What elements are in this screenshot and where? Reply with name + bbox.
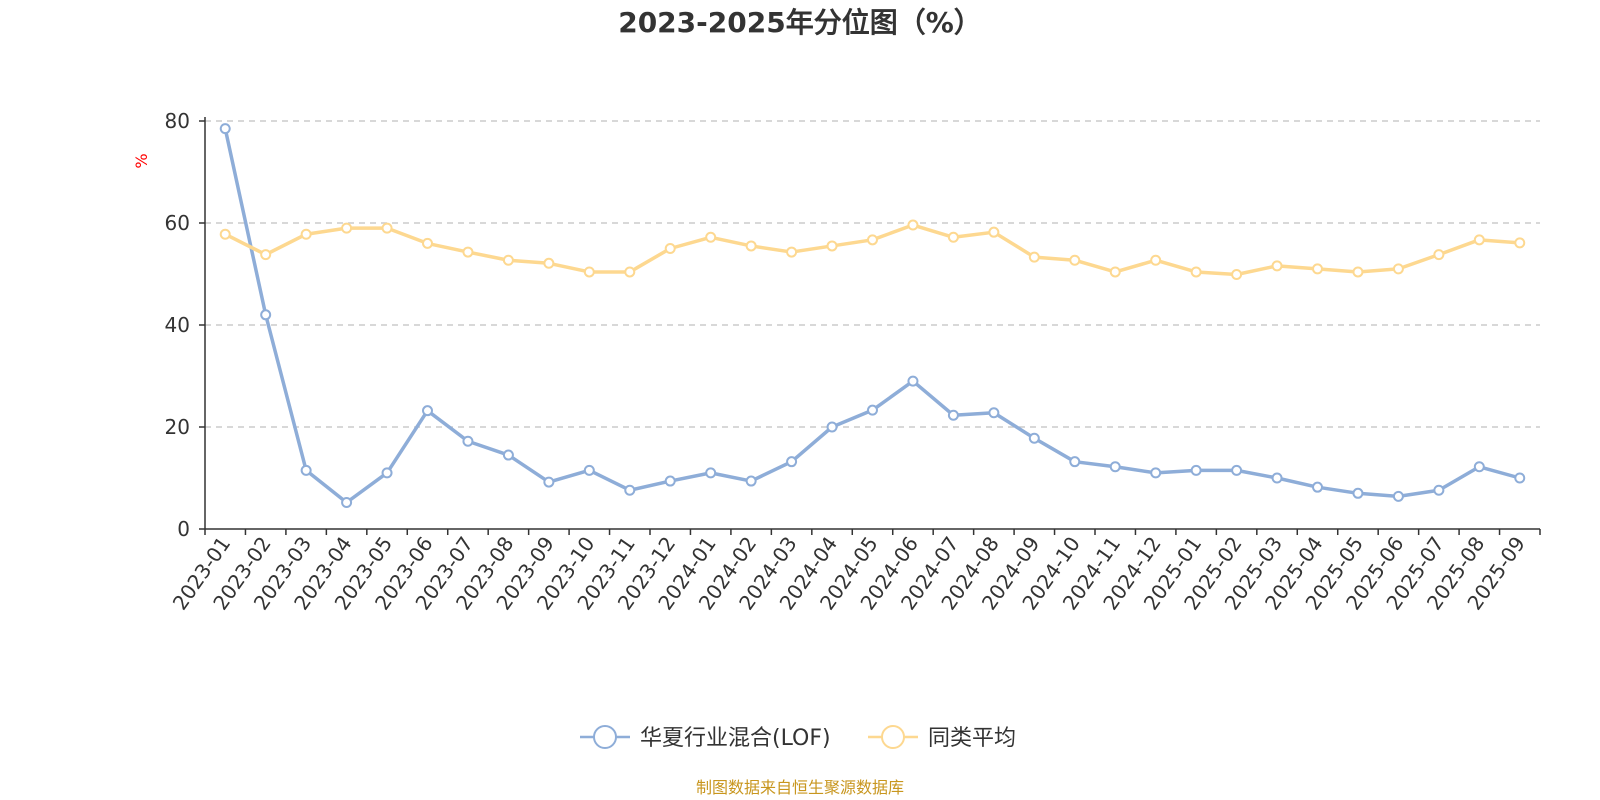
data-point[interactable] <box>664 243 676 254</box>
legend-label: 同类平均 <box>928 726 1016 751</box>
data-point[interactable] <box>260 309 272 321</box>
data-point[interactable] <box>1109 266 1121 278</box>
data-point[interactable] <box>867 404 878 416</box>
data-point[interactable] <box>1392 263 1404 275</box>
data-point[interactable] <box>988 407 1000 419</box>
data-point[interactable] <box>1312 481 1323 493</box>
data-point[interactable] <box>543 257 555 269</box>
data-point[interactable] <box>1028 432 1040 444</box>
data-point[interactable] <box>867 234 878 246</box>
data-point[interactable] <box>907 219 919 231</box>
legend-item-1[interactable]: 同类平均 <box>868 725 1016 751</box>
data-point[interactable] <box>624 484 636 496</box>
data-point[interactable] <box>219 123 231 135</box>
series-line-1 <box>224 223 1520 277</box>
data-point[interactable] <box>422 237 433 249</box>
data-point[interactable] <box>745 240 757 252</box>
data-point[interactable] <box>826 240 838 252</box>
y-tick-label: 40 <box>165 313 190 337</box>
data-point[interactable] <box>300 228 312 240</box>
data-point[interactable] <box>381 222 393 234</box>
data-point[interactable] <box>705 467 717 479</box>
data-point[interactable] <box>907 375 919 387</box>
data-point[interactable] <box>260 249 272 261</box>
data-point[interactable] <box>826 421 838 433</box>
y-tick-label: 0 <box>177 517 190 541</box>
data-point[interactable] <box>1352 487 1364 499</box>
source-note: 制图数据来自恒生聚源数据库 <box>696 778 904 797</box>
data-point[interactable] <box>1433 249 1445 261</box>
data-point[interactable] <box>502 449 514 461</box>
data-point[interactable] <box>1231 269 1243 281</box>
data-point[interactable] <box>1514 472 1526 484</box>
data-point[interactable] <box>1069 254 1081 266</box>
legend-label: 华夏行业混合(LOF) <box>640 726 831 751</box>
data-point[interactable] <box>219 228 231 240</box>
y-tick-label: 20 <box>165 415 190 439</box>
y-tick-label: 60 <box>165 211 190 235</box>
data-point[interactable] <box>1150 467 1162 479</box>
series-line-0 <box>223 128 1521 505</box>
data-point[interactable] <box>786 246 798 258</box>
grid <box>205 120 1540 428</box>
data-point[interactable] <box>1190 266 1202 278</box>
y-axis-unit: % <box>132 153 151 168</box>
data-point[interactable] <box>1514 237 1526 249</box>
data-point[interactable] <box>624 266 636 278</box>
data-point[interactable] <box>1312 263 1323 275</box>
data-point[interactable] <box>664 475 676 487</box>
data-point[interactable] <box>1069 456 1081 468</box>
data-point[interactable] <box>1433 484 1445 496</box>
data-point[interactable] <box>1028 251 1040 263</box>
data-point[interactable] <box>1271 472 1283 484</box>
legend-marker-icon <box>593 725 617 749</box>
legend-marker-icon <box>881 725 905 749</box>
data-point[interactable] <box>1392 490 1404 502</box>
legend[interactable]: 华夏行业混合(LOF) 同类平均 <box>580 725 1016 751</box>
data-point[interactable] <box>341 222 353 234</box>
data-point[interactable] <box>1352 266 1364 278</box>
data-point[interactable] <box>502 254 514 266</box>
data-point[interactable] <box>341 496 353 508</box>
data-point[interactable] <box>1150 254 1162 266</box>
chart-title: 2023-2025年分位图（%） <box>618 6 982 39</box>
data-point[interactable] <box>381 467 393 479</box>
data-point[interactable] <box>543 476 555 488</box>
legend-item-0[interactable]: 华夏行业混合(LOF) <box>580 725 831 751</box>
data-point[interactable] <box>583 266 595 278</box>
series-layer <box>219 123 1526 508</box>
data-point[interactable] <box>422 405 433 417</box>
data-point[interactable] <box>947 409 959 421</box>
data-point[interactable] <box>786 456 798 468</box>
axes: 0204060802023-012023-022023-032023-04202… <box>165 109 1541 614</box>
data-point[interactable] <box>300 464 312 476</box>
data-point[interactable] <box>1473 234 1485 246</box>
data-point[interactable] <box>947 231 959 243</box>
data-point[interactable] <box>462 435 474 447</box>
data-point[interactable] <box>705 231 717 243</box>
data-point[interactable] <box>462 246 474 258</box>
data-point[interactable] <box>1271 260 1283 272</box>
data-point[interactable] <box>988 226 1000 238</box>
data-point[interactable] <box>583 464 595 476</box>
data-point[interactable] <box>1190 464 1202 476</box>
data-point[interactable] <box>1473 461 1485 473</box>
data-point[interactable] <box>745 475 757 487</box>
data-point[interactable] <box>1231 464 1243 476</box>
y-tick-label: 80 <box>165 109 190 133</box>
data-point[interactable] <box>1109 461 1121 473</box>
